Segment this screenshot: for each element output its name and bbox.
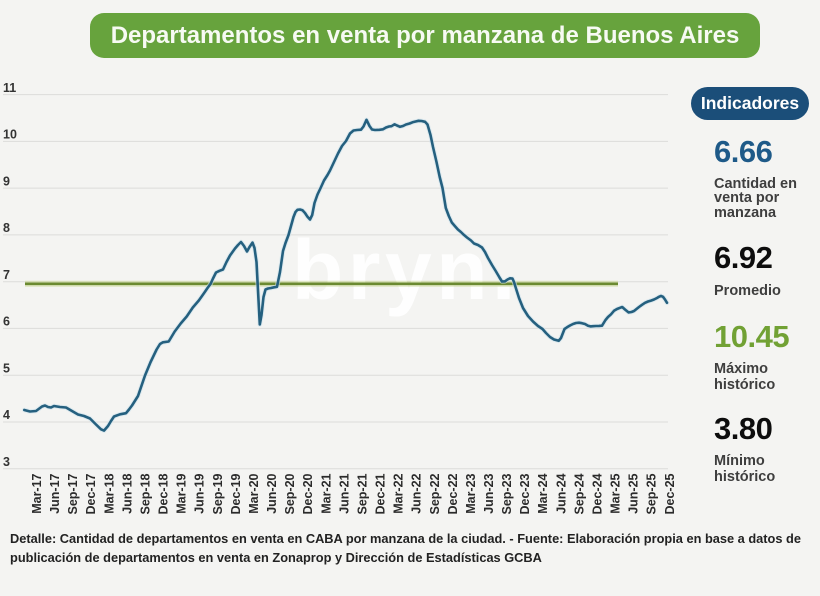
svg-text:Sep-20: Sep-20	[283, 473, 297, 514]
svg-text:Jun-24: Jun-24	[554, 473, 568, 513]
svg-text:11: 11	[3, 81, 16, 95]
svg-text:Mar-21: Mar-21	[319, 473, 333, 513]
svg-text:Jun-23: Jun-23	[482, 473, 496, 513]
svg-text:8: 8	[3, 221, 10, 235]
svg-text:Sep-24: Sep-24	[572, 473, 586, 514]
svg-text:Sep-19: Sep-19	[211, 473, 225, 514]
svg-text:Dec-20: Dec-20	[301, 473, 315, 514]
svg-text:10: 10	[3, 128, 17, 142]
svg-text:Dec-19: Dec-19	[229, 473, 243, 514]
svg-text:bryn.: bryn.	[292, 223, 520, 317]
svg-text:Sep-17: Sep-17	[66, 473, 80, 514]
svg-text:Mar-22: Mar-22	[392, 473, 406, 513]
svg-text:6: 6	[3, 315, 10, 329]
svg-text:Mar-24: Mar-24	[536, 473, 550, 513]
svg-text:Dec-24: Dec-24	[591, 473, 605, 514]
svg-text:Sep-25: Sep-25	[645, 473, 659, 514]
svg-text:Mar-18: Mar-18	[102, 473, 116, 513]
svg-text:Jun-20: Jun-20	[265, 473, 279, 513]
svg-text:Jun-18: Jun-18	[120, 473, 134, 513]
svg-text:7: 7	[3, 268, 10, 282]
svg-text:Dec-21: Dec-21	[374, 473, 388, 514]
svg-text:Sep-23: Sep-23	[500, 473, 514, 514]
svg-text:Jun-25: Jun-25	[627, 473, 641, 513]
svg-text:Mar-25: Mar-25	[609, 473, 623, 513]
svg-text:Dec-23: Dec-23	[518, 473, 532, 514]
svg-text:Sep-22: Sep-22	[428, 473, 442, 514]
svg-text:Jun-19: Jun-19	[193, 473, 207, 513]
svg-text:Dec-22: Dec-22	[446, 473, 460, 514]
svg-text:5: 5	[3, 361, 10, 375]
svg-text:Mar-20: Mar-20	[247, 473, 261, 513]
svg-text:Jun-21: Jun-21	[337, 473, 351, 513]
svg-text:Mar-17: Mar-17	[30, 473, 44, 513]
svg-text:Sep-18: Sep-18	[139, 473, 153, 514]
svg-text:Dec-17: Dec-17	[84, 473, 98, 514]
svg-text:4: 4	[3, 408, 10, 422]
svg-text:Mar-23: Mar-23	[464, 473, 478, 513]
svg-text:Dec-18: Dec-18	[157, 473, 171, 514]
svg-text:Dec-25: Dec-25	[663, 473, 677, 514]
svg-text:Sep-21: Sep-21	[355, 473, 369, 514]
svg-text:Jun-17: Jun-17	[48, 473, 62, 513]
svg-text:Mar-19: Mar-19	[175, 473, 189, 513]
svg-text:3: 3	[3, 455, 10, 469]
svg-text:Jun-22: Jun-22	[410, 473, 424, 513]
svg-text:9: 9	[3, 174, 10, 188]
